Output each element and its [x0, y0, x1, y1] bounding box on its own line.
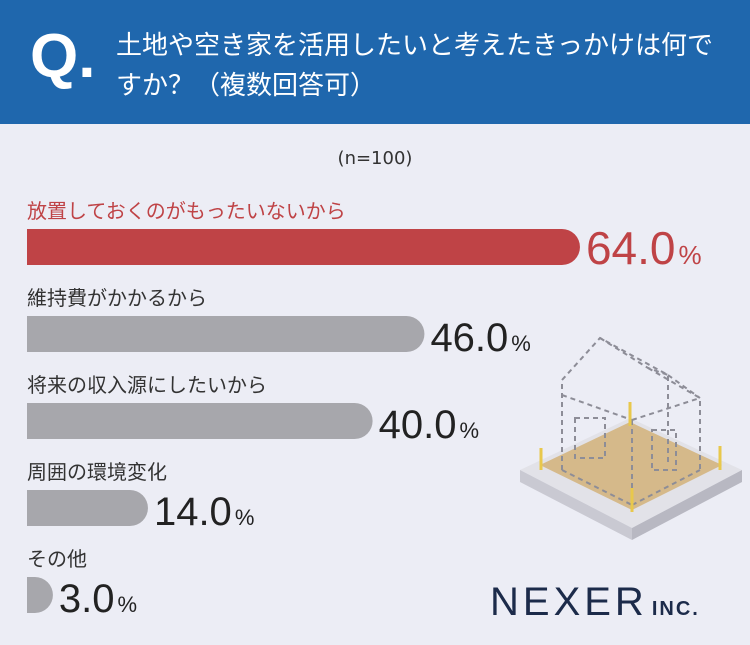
logo-sub-text: INC. — [651, 598, 700, 620]
category-label: その他 — [27, 547, 87, 571]
value-number: 46.0 — [430, 316, 508, 360]
question-mark-label: Q. — [30, 22, 96, 91]
value-unit: % — [678, 240, 701, 270]
value-unit: % — [118, 592, 138, 617]
category-label: 将来の収入源にしたいから — [27, 373, 267, 397]
question-text: 土地や空き家を活用したいと考えたきっかけは何ですか？（複数回答可） — [116, 31, 713, 101]
ground-side-shape — [520, 470, 632, 540]
fence-posts — [539, 402, 722, 512]
bar — [27, 577, 53, 613]
value-number: 40.0 — [379, 403, 457, 447]
logo-main-text: NEXER — [490, 580, 648, 624]
house-illustration — [520, 336, 742, 540]
ground-side-shape — [632, 470, 742, 540]
bar — [27, 316, 425, 352]
value-number: 3.0 — [59, 577, 115, 621]
bar — [27, 403, 373, 439]
value-label: 3.0% — [59, 577, 137, 621]
value-label: 64.0% — [586, 222, 702, 274]
header-banner: Q. 土地や空き家を活用したいと考えたきっかけは何ですか？（複数回答可） — [0, 0, 750, 124]
value-unit: % — [511, 331, 531, 356]
value-unit: % — [235, 505, 255, 530]
category-label: 放置しておくのがもったいないから — [27, 199, 346, 223]
value-label: 40.0% — [379, 403, 479, 447]
nexer-logo: NEXER INC. — [490, 580, 700, 625]
value-number: 64.0 — [586, 222, 676, 274]
value-unit: % — [459, 418, 479, 443]
category-label: 維持費がかかるから — [27, 286, 207, 310]
bar — [27, 490, 148, 526]
sample-size-label: (n=100) — [337, 148, 413, 169]
value-label: 14.0% — [154, 490, 254, 534]
house-outline — [561, 336, 701, 506]
bar — [27, 229, 580, 265]
value-label: 46.0% — [430, 316, 530, 360]
category-label: 周囲の環境変化 — [27, 460, 167, 484]
value-number: 14.0 — [154, 490, 232, 534]
